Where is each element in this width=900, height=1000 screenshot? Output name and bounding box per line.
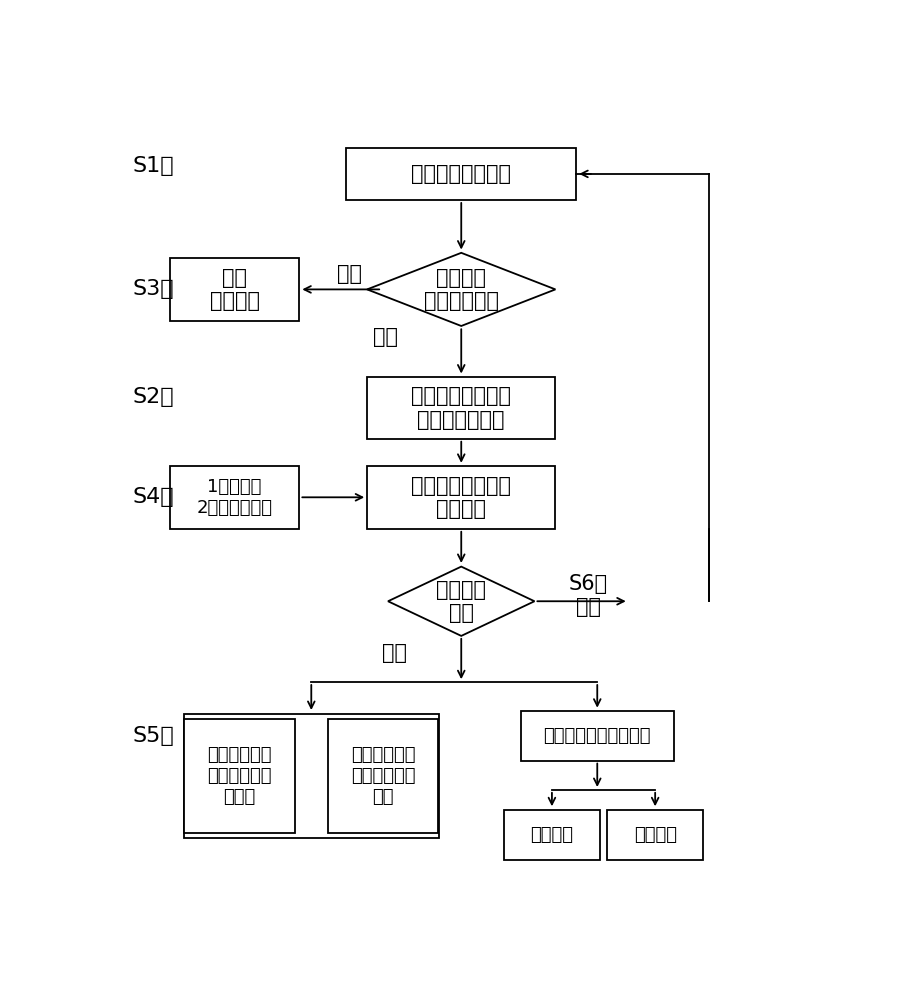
- Bar: [170, 466, 299, 529]
- Text: 快关可调节抽
汽高加的抽汽
调节阀: 快关可调节抽 汽高加的抽汽 调节阀: [207, 746, 272, 806]
- Bar: [346, 148, 576, 200]
- Text: 获得机组实时频差: 获得机组实时频差: [411, 164, 511, 184]
- Bar: [607, 810, 703, 860]
- Bar: [367, 466, 555, 529]
- Text: 常规
一次调频: 常规 一次调频: [210, 268, 259, 311]
- Text: 若是: 若是: [374, 327, 399, 347]
- Text: 负荷指令提升值目标值: 负荷指令提升值目标值: [544, 727, 651, 745]
- Text: 燃料修正: 燃料修正: [530, 826, 573, 844]
- Text: S4：: S4：: [132, 487, 174, 507]
- Bar: [367, 377, 555, 439]
- Text: S1：: S1：: [132, 156, 174, 176]
- Text: 机组实施低频支援
能力评估: 机组实施低频支援 能力评估: [411, 476, 511, 519]
- Text: S2：: S2：: [132, 387, 174, 407]
- Text: 给水修正: 给水修正: [634, 826, 677, 844]
- Polygon shape: [367, 253, 555, 326]
- Bar: [184, 719, 294, 833]
- Text: 解列不可调节
抽汽的高压加
热器: 解列不可调节 抽汽的高压加 热器: [351, 746, 416, 806]
- Text: 1机组负荷
2最大带载能力: 1机组负荷 2最大带载能力: [196, 478, 273, 517]
- Text: S6：: S6：: [569, 574, 608, 594]
- Bar: [504, 810, 600, 860]
- Text: 若否: 若否: [576, 597, 600, 617]
- Bar: [328, 719, 438, 833]
- Bar: [520, 711, 674, 761]
- Bar: [184, 714, 438, 838]
- Text: 判断是否
实施: 判断是否 实施: [436, 580, 486, 623]
- Bar: [170, 258, 299, 321]
- Text: 若是: 若是: [382, 643, 408, 663]
- Polygon shape: [388, 567, 535, 636]
- Text: S3：: S3：: [132, 279, 174, 299]
- Text: 获得频差隶属区间
生成负荷目标值: 获得频差隶属区间 生成负荷目标值: [411, 386, 511, 430]
- Text: 若否: 若否: [338, 264, 362, 284]
- Text: S5：: S5：: [132, 726, 174, 746]
- Text: 是否低于
低频支援阈值: 是否低于 低频支援阈值: [424, 268, 499, 311]
